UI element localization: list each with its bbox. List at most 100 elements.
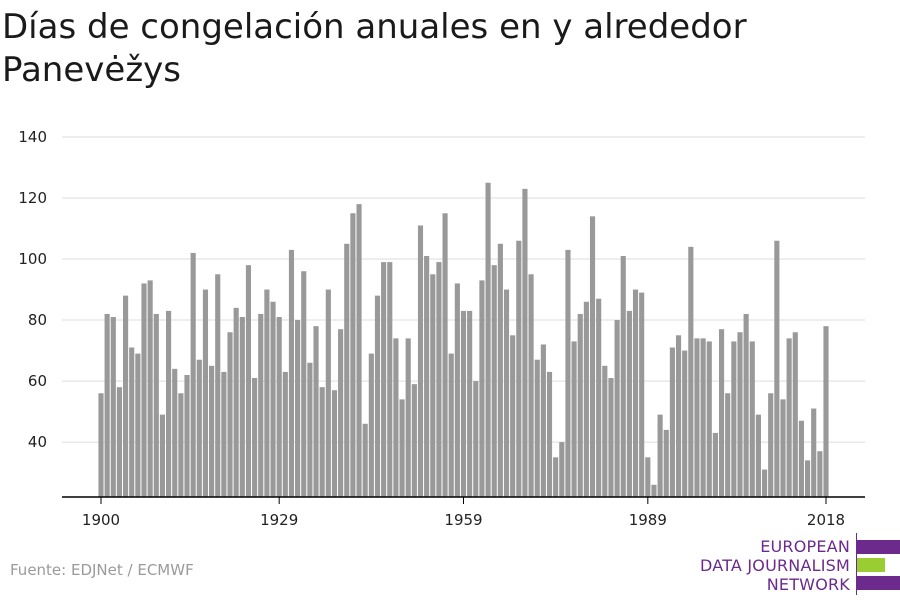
bar-1931 — [288, 249, 295, 497]
bar-1975 — [559, 442, 565, 497]
bar-1913 — [178, 393, 184, 497]
bar-1924 — [245, 265, 252, 497]
bar-2006 — [749, 341, 755, 497]
logo-line-1: EUROPEAN — [760, 537, 850, 556]
bar-2007 — [755, 414, 761, 497]
bar-2004 — [737, 332, 743, 497]
bar-1928 — [270, 301, 276, 497]
bar-1918 — [209, 365, 215, 497]
bar-1976 — [565, 249, 571, 497]
bar-1936 — [319, 387, 325, 497]
y-tick-label-100: 100 — [18, 250, 47, 268]
logo-bar-green — [857, 558, 885, 572]
y-tick-label-80: 80 — [28, 311, 47, 329]
bar-1915 — [190, 252, 196, 497]
bar-1956 — [442, 213, 448, 497]
bars — [98, 182, 829, 498]
bar-1998 — [700, 338, 706, 497]
bar-1904 — [123, 295, 129, 497]
bar-1943 — [362, 423, 368, 497]
bar-1962 — [479, 280, 485, 497]
bar-1917 — [202, 289, 209, 497]
source-credit: Fuente: EDJNet / ECMWF — [10, 561, 194, 579]
bar-1997 — [694, 338, 700, 497]
bar-1949 — [399, 399, 405, 497]
bar-1964 — [491, 265, 497, 497]
bar-1967 — [510, 335, 516, 497]
bar-1951 — [411, 384, 417, 497]
edjnet-logo: EUROPEAN DATA JOURNALISM NETWORK — [700, 533, 900, 597]
bar-1919 — [215, 274, 221, 497]
bar-1916 — [196, 359, 202, 497]
bar-2016 — [811, 408, 817, 497]
bar-1965 — [497, 243, 503, 497]
bar-1971 — [534, 359, 540, 497]
bar-1960 — [467, 310, 473, 497]
bar-1901 — [104, 313, 110, 497]
x-tick-label-1989: 1989 — [629, 511, 667, 529]
bar-1929 — [276, 317, 282, 497]
y-axis-ticks: 40 60 80 100 120 140 — [18, 128, 47, 451]
y-tick-label-60: 60 — [28, 372, 47, 390]
bar-1970 — [528, 274, 534, 497]
bar-1937 — [325, 289, 331, 497]
bar-1977 — [571, 341, 577, 497]
bar-2017 — [817, 451, 823, 497]
bar-1950 — [405, 338, 411, 497]
bar-1992 — [663, 429, 669, 497]
x-tick-label-2018: 2018 — [807, 511, 845, 529]
bar-1957 — [448, 353, 454, 497]
bar-1972 — [540, 344, 546, 497]
y-tick-label-120: 120 — [18, 189, 47, 207]
bar-1961 — [473, 381, 479, 497]
bar-2013 — [792, 332, 798, 497]
bar-1990 — [651, 484, 657, 497]
bar-1933 — [301, 271, 307, 497]
bar-2011 — [780, 399, 786, 497]
logo-rule — [856, 533, 857, 595]
bar-2008 — [761, 469, 768, 497]
bar-2009 — [768, 393, 774, 497]
bar-1986 — [626, 310, 632, 497]
bar-2014 — [798, 420, 804, 497]
bar-chart: 40 60 80 100 120 140 1900 1929 1959 1989 2018 — [18, 128, 865, 529]
bar-1934 — [307, 362, 313, 497]
bar-1995 — [682, 350, 688, 497]
bar-1946 — [381, 262, 387, 497]
bar-1979 — [583, 301, 589, 497]
bar-1911 — [166, 310, 172, 497]
bar-1980 — [589, 216, 596, 497]
bar-1909 — [153, 313, 159, 497]
bar-2000 — [712, 432, 718, 497]
bar-1993 — [669, 347, 675, 497]
bar-1953 — [424, 255, 430, 497]
chart-title: Días de congelación anuales en y alreded… — [2, 7, 747, 90]
bar-1908 — [147, 280, 153, 497]
bar-1914 — [184, 374, 190, 497]
bar-1944 — [368, 353, 374, 497]
bar-1968 — [516, 240, 522, 498]
bar-2001 — [718, 329, 725, 497]
bar-2015 — [805, 460, 811, 497]
bar-1996 — [688, 246, 694, 497]
bar-1983 — [608, 378, 614, 497]
logo-line-3: NETWORK — [766, 575, 850, 594]
bar-1947 — [387, 262, 393, 497]
bar-1905 — [129, 347, 135, 497]
bar-1910 — [159, 414, 166, 497]
bar-1907 — [141, 283, 147, 497]
bar-2012 — [786, 338, 792, 497]
bar-1985 — [620, 255, 626, 497]
bar-1925 — [252, 378, 258, 497]
x-tick-label-1959: 1959 — [444, 511, 482, 529]
bar-1922 — [233, 307, 239, 497]
bar-1903 — [116, 387, 122, 497]
bar-1994 — [675, 335, 682, 497]
bar-1945 — [374, 295, 381, 497]
bar-1955 — [436, 262, 442, 497]
bar-1969 — [522, 188, 528, 498]
x-tick-label-1929: 1929 — [260, 511, 298, 529]
bar-1940 — [344, 243, 350, 497]
bar-1959 — [460, 310, 467, 497]
bar-1982 — [602, 365, 608, 497]
